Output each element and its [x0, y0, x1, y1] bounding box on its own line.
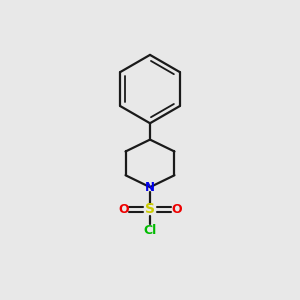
Text: O: O [171, 203, 182, 216]
Text: S: S [145, 202, 155, 216]
Text: N: N [145, 181, 155, 194]
Text: Cl: Cl [143, 224, 157, 237]
Text: O: O [118, 203, 129, 216]
